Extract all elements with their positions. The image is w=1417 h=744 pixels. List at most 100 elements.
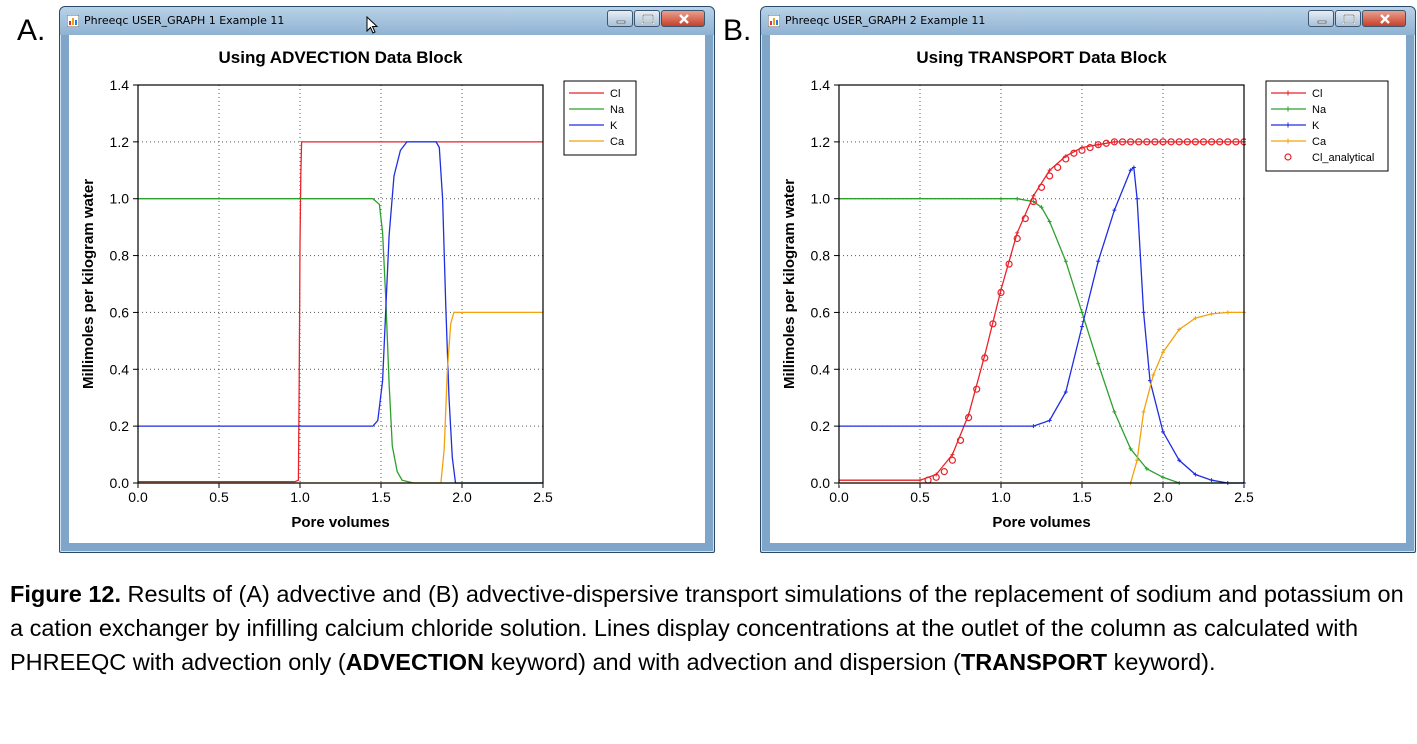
series-cl bbox=[138, 141, 543, 483]
maximize-icon bbox=[642, 14, 654, 24]
legend bbox=[563, 80, 637, 156]
data-point bbox=[1112, 409, 1117, 414]
data-point bbox=[1193, 472, 1198, 477]
data-point bbox=[1112, 139, 1117, 144]
y-tick-label: 0.4 bbox=[110, 361, 130, 377]
y-tick-label: 1.0 bbox=[811, 191, 831, 207]
series-line bbox=[138, 198, 543, 484]
minimize-button[interactable] bbox=[1308, 10, 1334, 27]
data-point bbox=[999, 196, 1003, 201]
caption-keyword-advection: ADVECTION bbox=[345, 649, 485, 675]
plot-frame bbox=[838, 84, 1245, 484]
data-point bbox=[940, 468, 948, 476]
maximize-button[interactable] bbox=[1335, 10, 1361, 27]
chart-title: Using ADVECTION Data Block bbox=[218, 48, 463, 67]
window-title: Phreeqc USER_GRAPH 2 Example 11 bbox=[785, 14, 986, 27]
legend bbox=[1265, 80, 1389, 172]
data-point bbox=[1118, 138, 1127, 146]
data-point bbox=[1015, 230, 1020, 235]
maximize-button[interactable] bbox=[634, 10, 660, 27]
legend-label: K bbox=[1312, 120, 1320, 132]
app-icon bbox=[67, 15, 79, 27]
close-button[interactable] bbox=[1362, 10, 1406, 27]
series-ca bbox=[138, 311, 543, 484]
data-point bbox=[839, 478, 841, 483]
x-tick-label: 1.0 bbox=[290, 489, 310, 505]
graph-window-b: Phreeqc USER_GRAPH 2 Example 11 Using TR… bbox=[760, 6, 1416, 553]
data-point bbox=[1046, 172, 1054, 180]
data-point bbox=[1232, 138, 1240, 146]
series-cl-analytical bbox=[924, 138, 1246, 484]
data-point bbox=[1128, 168, 1133, 173]
data-point bbox=[1031, 193, 1036, 198]
data-point bbox=[1216, 138, 1224, 146]
window-titlebar[interactable]: Phreeqc USER_GRAPH 2 Example 11 bbox=[761, 7, 1415, 35]
data-point bbox=[1131, 165, 1136, 170]
caption-label: Figure 12. bbox=[10, 581, 122, 607]
y-tick-label: 1.2 bbox=[811, 134, 831, 150]
data-point bbox=[1031, 424, 1036, 429]
legend-marker bbox=[1285, 138, 1291, 144]
data-point bbox=[1161, 350, 1165, 355]
data-point bbox=[1224, 138, 1232, 146]
legend-label: K bbox=[610, 120, 618, 132]
data-point bbox=[1161, 429, 1165, 434]
minimize-button[interactable] bbox=[607, 10, 633, 27]
y-tick-label: 1.4 bbox=[811, 77, 831, 93]
data-point bbox=[1144, 466, 1149, 471]
y-tick-label: 0.0 bbox=[110, 475, 130, 491]
y-tick-label: 1.0 bbox=[110, 191, 130, 207]
x-tick-label: 1.0 bbox=[991, 489, 1011, 505]
y-tick-label: 1.4 bbox=[110, 77, 130, 93]
data-point bbox=[1183, 138, 1191, 146]
data-point bbox=[1054, 163, 1062, 172]
y-tick-label: 0.6 bbox=[811, 304, 831, 320]
y-axis-label: Millimoles per kilogram water bbox=[80, 179, 97, 389]
graph-window-a: Phreeqc USER_GRAPH 1 Example 11 Using AD… bbox=[59, 6, 715, 553]
legend-label: Cl bbox=[610, 88, 620, 100]
window-title: Phreeqc USER_GRAPH 1 Example 11 bbox=[84, 14, 285, 27]
data-point bbox=[1029, 197, 1037, 206]
data-point bbox=[1021, 215, 1029, 223]
data-point bbox=[950, 452, 955, 457]
data-point bbox=[1062, 155, 1070, 163]
data-point bbox=[1102, 139, 1110, 147]
app-icon bbox=[768, 15, 780, 27]
data-point bbox=[1193, 316, 1198, 321]
data-point bbox=[1128, 446, 1133, 451]
data-point bbox=[918, 478, 922, 483]
data-point bbox=[839, 196, 841, 201]
series-ca bbox=[839, 310, 1246, 485]
legend-label: Ca bbox=[610, 136, 625, 148]
panel-b-letter: B. bbox=[723, 14, 752, 47]
caption-text-1: Results of (A) advective and (B) advecti… bbox=[10, 581, 1404, 675]
figure-caption: Figure 12. Results of (A) advective and … bbox=[10, 577, 1410, 679]
data-point bbox=[989, 320, 997, 328]
data-point bbox=[1086, 143, 1094, 152]
data-point bbox=[1110, 138, 1118, 146]
data-point bbox=[956, 436, 965, 444]
legend-label: Na bbox=[610, 104, 625, 116]
close-button[interactable] bbox=[661, 10, 705, 27]
x-axis-label: Pore volumes bbox=[992, 514, 1090, 531]
data-point bbox=[1167, 138, 1175, 146]
data-point bbox=[932, 473, 940, 481]
caption-text-2: keyword) and with advection and dispersi… bbox=[484, 649, 961, 675]
caption-keyword-transport: TRANSPORT bbox=[960, 649, 1108, 675]
data-point bbox=[1135, 458, 1140, 463]
data-point bbox=[1159, 138, 1167, 146]
data-point bbox=[1096, 361, 1101, 366]
y-tick-label: 0.6 bbox=[110, 304, 130, 320]
data-point bbox=[1177, 458, 1182, 463]
caption-text-3: keyword). bbox=[1107, 649, 1216, 675]
chart-a: Using ADVECTION Data Block 0.0 0.5 1.0 1.5 2.… bbox=[80, 48, 637, 531]
legend-marker bbox=[1285, 122, 1291, 128]
window-titlebar[interactable]: Phreeqc USER_GRAPH 1 Example 11 bbox=[60, 7, 714, 35]
series-line bbox=[839, 311, 1244, 484]
data-point bbox=[1015, 196, 1020, 201]
data-point bbox=[1143, 138, 1151, 146]
data-point bbox=[1013, 234, 1021, 243]
data-point bbox=[948, 456, 956, 464]
data-point bbox=[839, 424, 841, 429]
data-point bbox=[1047, 168, 1052, 173]
